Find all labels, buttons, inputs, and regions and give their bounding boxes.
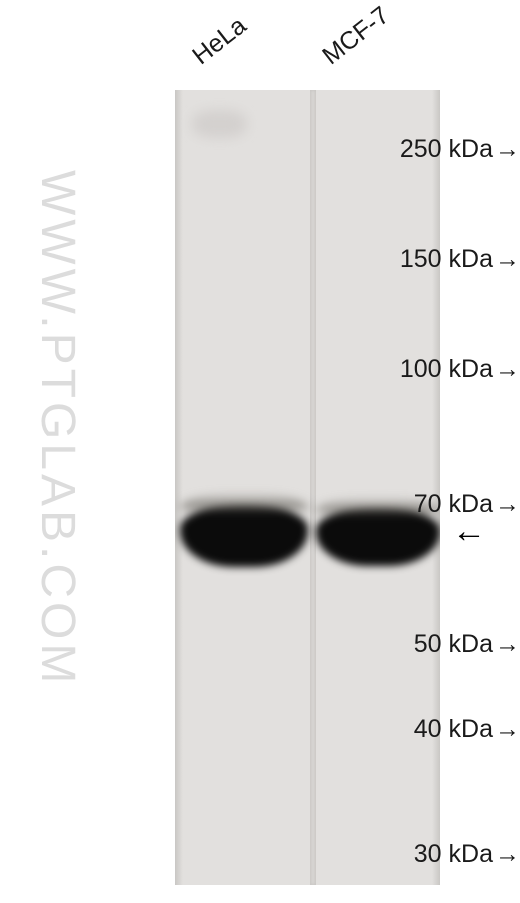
mw-marker-150: 150 kDa → bbox=[348, 245, 520, 274]
mw-label: 50 kDa bbox=[414, 630, 493, 659]
western-blot-figure: WWW.PTGLAB.COM HeLa MCF-7 250 kDa → 150 … bbox=[0, 0, 520, 903]
band-hela-topfade bbox=[180, 493, 308, 509]
arrow-right-icon: → bbox=[495, 490, 520, 519]
arrow-right-icon: → bbox=[495, 245, 520, 274]
mw-marker-30: 30 kDa → bbox=[348, 840, 520, 869]
mw-label: 40 kDa bbox=[414, 715, 493, 744]
mw-label: 100 kDa bbox=[400, 355, 493, 384]
arrow-right-icon: → bbox=[495, 715, 520, 744]
arrow-right-icon: → bbox=[495, 135, 520, 164]
mw-label: 150 kDa bbox=[400, 245, 493, 274]
watermark-text: WWW.PTGLAB.COM bbox=[30, 170, 85, 687]
lane-gap bbox=[310, 90, 316, 885]
mw-marker-40: 40 kDa → bbox=[348, 715, 520, 744]
blot-membrane bbox=[175, 90, 440, 885]
arrow-right-icon: → bbox=[495, 355, 520, 384]
arrow-right-icon: → bbox=[495, 630, 520, 659]
band-hela bbox=[180, 505, 308, 567]
mw-marker-100: 100 kDa → bbox=[348, 355, 520, 384]
target-band-arrow-icon: ← bbox=[452, 512, 486, 551]
lane-label-mcf7: MCF-7 bbox=[317, 1, 395, 71]
mw-label: 250 kDa bbox=[400, 135, 493, 164]
lane-label-hela: HeLa bbox=[187, 11, 252, 71]
top-smudge bbox=[192, 110, 247, 138]
mw-label: 30 kDa bbox=[414, 840, 493, 869]
arrow-right-icon: → bbox=[495, 840, 520, 869]
mw-marker-250: 250 kDa → bbox=[348, 135, 520, 164]
mw-marker-50: 50 kDa → bbox=[348, 630, 520, 659]
mw-marker-70: 70 kDa → bbox=[348, 490, 520, 519]
